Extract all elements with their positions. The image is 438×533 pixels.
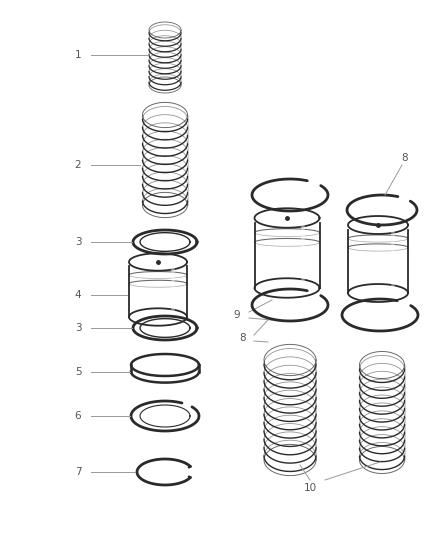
Text: 3: 3 <box>75 323 81 333</box>
Text: 6: 6 <box>75 411 81 421</box>
Text: 9: 9 <box>234 310 240 320</box>
Text: 8: 8 <box>240 333 246 343</box>
Text: 1: 1 <box>75 50 81 60</box>
Text: 4: 4 <box>75 290 81 300</box>
Text: 10: 10 <box>304 483 317 493</box>
Text: 3: 3 <box>75 237 81 247</box>
Text: 7: 7 <box>75 467 81 477</box>
Text: 5: 5 <box>75 367 81 377</box>
Text: 2: 2 <box>75 160 81 170</box>
Text: 8: 8 <box>402 153 408 163</box>
